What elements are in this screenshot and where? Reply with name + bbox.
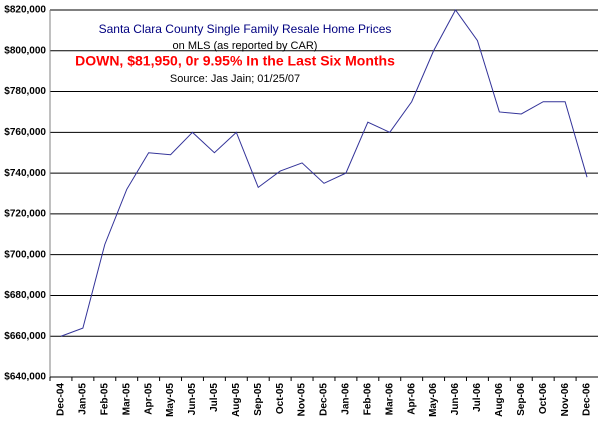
x-tick-label: Aug-05: [231, 383, 242, 417]
x-tick-label: Jun-06: [450, 383, 461, 416]
x-tick-label: Mar-06: [384, 383, 395, 416]
y-tick-label: $700,000: [4, 249, 46, 260]
x-tick-label: Jan-05: [78, 383, 89, 415]
x-tick-label: Jul-06: [472, 383, 483, 412]
x-tick-label: Apr-05: [143, 383, 154, 415]
x-tick-label: Sep-06: [516, 383, 527, 416]
y-tick-label: $760,000: [4, 127, 46, 138]
x-tick-label: Dec-05: [319, 383, 330, 416]
x-tick-label: Dec-06: [582, 383, 593, 416]
y-tick-label: $780,000: [4, 86, 46, 97]
x-tick-label: May-06: [428, 383, 439, 417]
y-tick-label: $740,000: [4, 168, 46, 179]
y-tick-label: $820,000: [4, 5, 46, 16]
y-tick-label: $800,000: [4, 45, 46, 56]
x-tick-label: Oct-06: [538, 383, 549, 415]
x-tick-label: Sep-05: [253, 383, 264, 416]
y-tick-label: $660,000: [4, 331, 46, 342]
x-tick-label: Oct-05: [275, 383, 286, 415]
chart-subtitle: on MLS (as reported by CAR): [173, 40, 318, 52]
annotation: DOWN, $81,950, 0r 9.95% In the Last Six …: [75, 53, 395, 69]
x-tick-label: Jan-06: [341, 383, 352, 415]
x-tick-label: Feb-06: [362, 383, 373, 416]
y-tick-label: $680,000: [4, 290, 46, 301]
x-tick-label: Apr-06: [406, 383, 417, 415]
x-tick-label: Aug-06: [494, 383, 505, 417]
x-tick-label: May-05: [165, 383, 176, 417]
x-tick-label: Nov-06: [560, 383, 571, 417]
annotation: Source: Jas Jain; 01/25/07: [170, 73, 300, 85]
x-tick-label: Nov-05: [297, 383, 308, 417]
x-tick-label: Dec-04: [56, 383, 67, 416]
x-tick-label: Jun-05: [187, 383, 198, 416]
chart-title: Santa Clara County Single Family Resale …: [99, 22, 392, 36]
y-tick-label: $720,000: [4, 209, 46, 220]
x-tick-label: Mar-05: [121, 383, 132, 416]
line: [60, 9, 588, 337]
x-tick-label: Feb-05: [99, 383, 110, 416]
y-tick-label: $640,000: [4, 372, 46, 383]
x-tick-label: Jul-05: [209, 383, 220, 412]
